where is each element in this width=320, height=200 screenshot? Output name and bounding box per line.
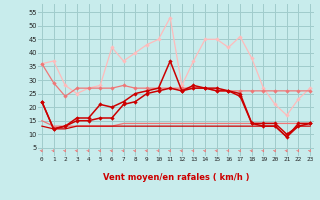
X-axis label: Vent moyen/en rafales ( km/h ): Vent moyen/en rafales ( km/h ) [103,174,249,182]
